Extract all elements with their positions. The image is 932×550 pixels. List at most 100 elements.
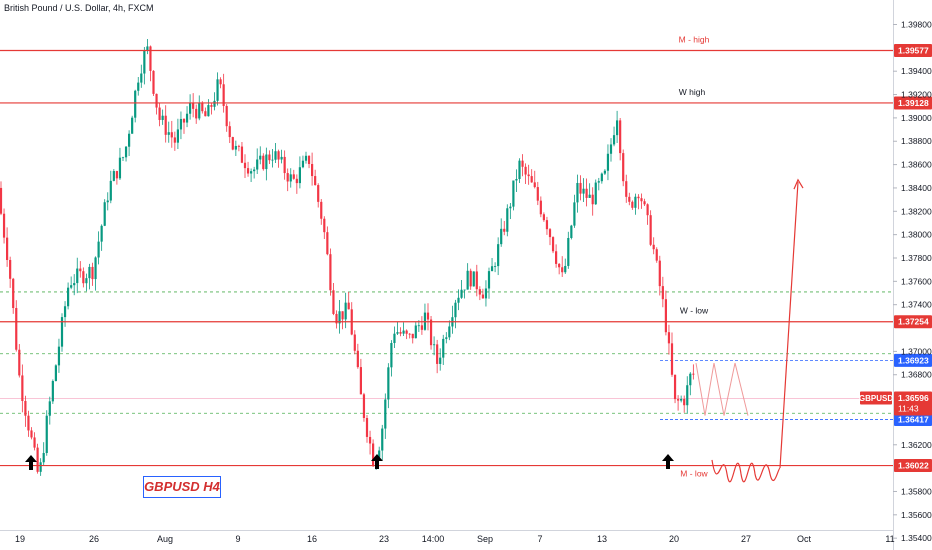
time-tick-label: 9 xyxy=(235,534,240,544)
level-price-text: 1.36022 xyxy=(898,461,929,471)
candle xyxy=(457,289,460,311)
candle xyxy=(307,155,311,169)
candle xyxy=(616,110,619,143)
candle xyxy=(664,290,667,336)
candle xyxy=(411,333,414,344)
candle xyxy=(198,95,201,121)
candle xyxy=(646,203,649,225)
candle xyxy=(643,198,646,207)
range-price-text: 1.36417 xyxy=(898,414,929,424)
current-price-box xyxy=(894,391,932,416)
candle xyxy=(347,291,350,310)
candle xyxy=(192,93,195,118)
candle xyxy=(121,156,125,161)
candle xyxy=(219,77,222,89)
candle xyxy=(118,147,122,181)
time-axis[interactable]: 19 26 Aug 9 16 23 14:00 Sep 7 13 20 27 Oct 11 xyxy=(15,534,895,544)
candle xyxy=(579,175,582,201)
candle xyxy=(323,216,326,240)
candle xyxy=(33,432,36,451)
candle xyxy=(365,415,369,443)
up-arrow-icon xyxy=(25,455,37,470)
candle xyxy=(97,231,100,265)
time-tick-label: 14:00 xyxy=(422,534,445,544)
candle xyxy=(573,194,576,228)
candle xyxy=(420,316,423,335)
candle xyxy=(73,274,76,296)
time-tick-label: 7 xyxy=(537,534,542,544)
time-tick-label: 16 xyxy=(307,534,317,544)
price-axis[interactable]: 1.39800 1.39400 1.39200 1.39000 1.38800 1.386… xyxy=(893,20,932,544)
candle xyxy=(500,218,503,247)
candle xyxy=(655,247,658,263)
candle xyxy=(396,321,399,335)
candle xyxy=(487,267,491,299)
candle xyxy=(57,338,61,373)
candle xyxy=(561,256,564,277)
candle xyxy=(213,92,216,111)
candle xyxy=(265,147,268,181)
candle xyxy=(131,115,134,134)
candle xyxy=(289,168,292,188)
level-price-tag: 1.39577 xyxy=(894,44,932,58)
candle xyxy=(536,181,539,206)
candle xyxy=(658,255,661,296)
projection-drawing xyxy=(695,178,804,483)
candle xyxy=(304,151,308,164)
price-tick-label: 1.37400 xyxy=(901,300,932,310)
candle xyxy=(332,283,335,316)
candle xyxy=(619,118,622,161)
time-tick-label: 20 xyxy=(669,534,679,544)
time-tick-label: Sep xyxy=(477,534,493,544)
candle xyxy=(622,149,625,187)
time-tick-label: 11 xyxy=(885,534,894,544)
candle xyxy=(12,277,15,314)
candle xyxy=(21,364,24,413)
symbol-badge-text: GBPUSD xyxy=(859,394,893,403)
candle xyxy=(570,224,573,240)
candle xyxy=(243,154,247,179)
chart-watermark-label: GBPUSD H4 xyxy=(143,476,221,498)
candle xyxy=(680,395,683,403)
candle xyxy=(692,364,695,380)
candle xyxy=(381,424,384,461)
candle xyxy=(542,212,545,222)
candle xyxy=(70,276,73,290)
candle xyxy=(246,161,250,177)
candle xyxy=(170,120,173,148)
candle xyxy=(314,169,317,186)
candle xyxy=(393,326,396,349)
candle xyxy=(509,202,512,220)
candle xyxy=(588,183,591,198)
up-arrow-icon xyxy=(662,454,674,469)
candle xyxy=(673,374,677,404)
candle xyxy=(18,344,21,378)
candle xyxy=(600,172,603,184)
arrow-markers xyxy=(25,454,674,470)
symbol-badge xyxy=(860,391,892,405)
candle xyxy=(295,174,298,194)
candle xyxy=(356,343,359,369)
candle xyxy=(606,144,610,181)
candle xyxy=(9,256,12,288)
candle xyxy=(469,268,472,290)
candle xyxy=(472,271,475,287)
candle xyxy=(277,149,280,168)
candle xyxy=(6,227,9,267)
candle xyxy=(454,299,457,329)
time-tick-label: 23 xyxy=(379,534,389,544)
time-tick-label: 26 xyxy=(89,534,99,544)
candle xyxy=(0,181,3,216)
price-tick-label: 1.38400 xyxy=(901,183,932,193)
level-price-tag: 1.39128 xyxy=(894,96,932,110)
time-tick-label: Aug xyxy=(157,534,173,544)
candle xyxy=(167,121,170,143)
candle xyxy=(152,70,155,97)
level-label: M - low xyxy=(680,469,708,479)
candle xyxy=(262,153,265,171)
candle xyxy=(134,89,137,123)
candle xyxy=(368,430,372,455)
candle xyxy=(207,99,210,117)
